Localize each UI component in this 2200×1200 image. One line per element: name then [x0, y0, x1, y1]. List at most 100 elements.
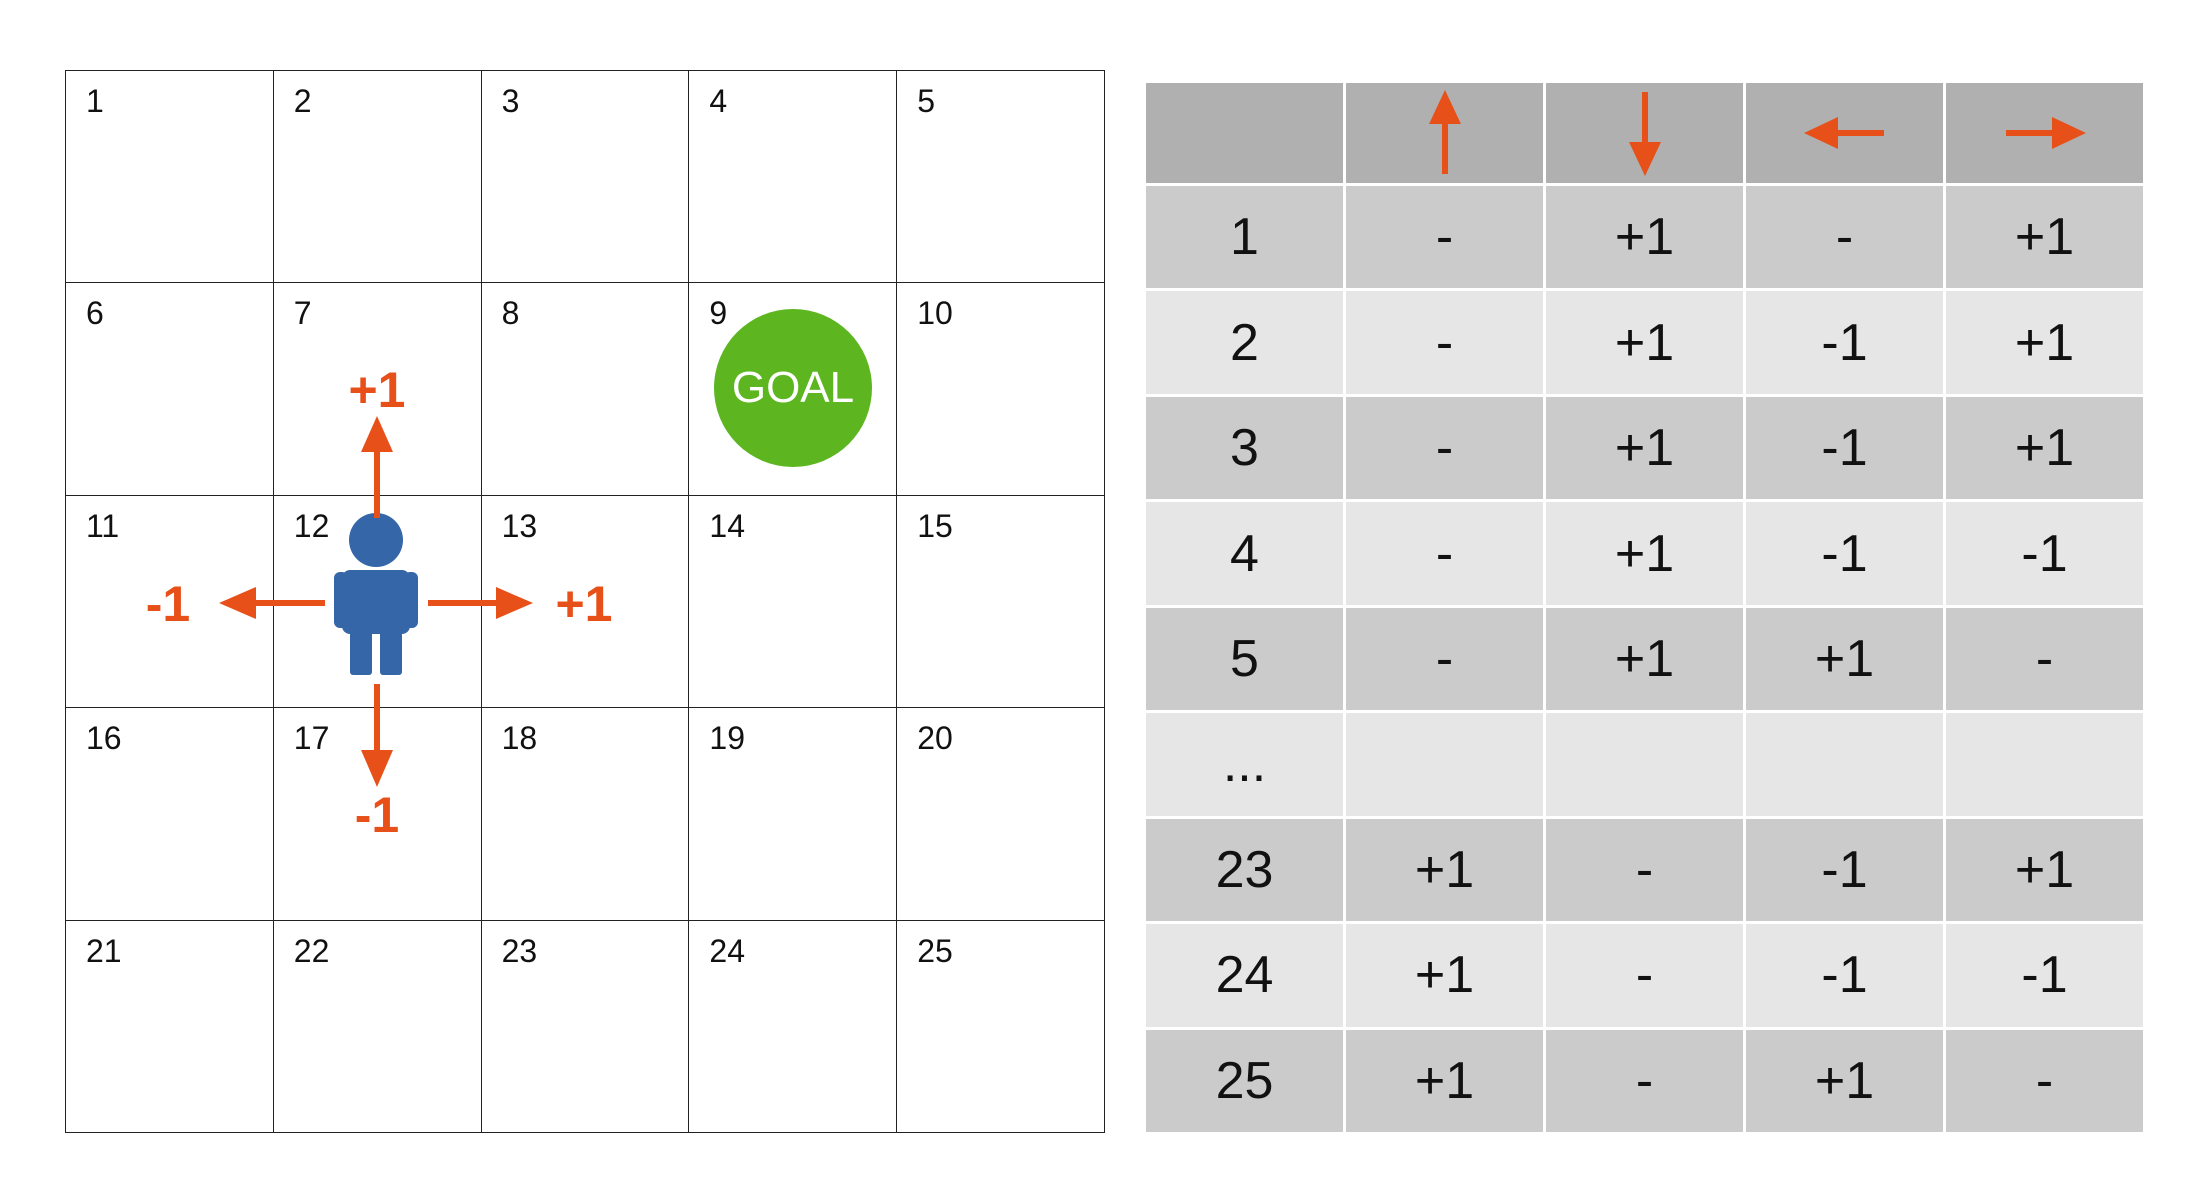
- grid-cell: 19: [689, 708, 898, 921]
- reward-right-cell: +1: [1943, 182, 2146, 292]
- cell-number: 2: [293, 83, 312, 119]
- table-row: 25 +1 - +1 -: [1143, 1026, 2146, 1135]
- cell-number: 7: [293, 295, 312, 332]
- cell-number: 16: [86, 720, 122, 757]
- reward-right-cell: +1: [1943, 393, 2146, 503]
- grid-cell: 18: [481, 708, 690, 921]
- grid-cell: 21: [66, 920, 274, 1133]
- reward-left-cell: -: [1743, 182, 1946, 292]
- grid-cell: 15: [897, 495, 1105, 709]
- reward-up-cell: -: [1343, 499, 1546, 608]
- reward-left-cell: -1: [1743, 288, 1946, 397]
- reward-down-cell: -: [1543, 815, 1746, 925]
- reward-up-cell: -: [1343, 604, 1546, 714]
- cell-number: 20: [917, 720, 953, 757]
- grid-cell: 17: [273, 708, 482, 921]
- reward-up-cell: -: [1343, 288, 1546, 397]
- reward-up-cell: +1: [1343, 921, 1546, 1030]
- cell-number: 11: [86, 507, 120, 544]
- reward-left-cell: -1: [1743, 499, 1946, 608]
- reward-right-cell: -1: [1943, 921, 2146, 1030]
- reward-down-cell: -: [1543, 1026, 1746, 1135]
- cell-number: 14: [709, 507, 745, 544]
- grid-cell: 12: [273, 495, 482, 709]
- cell-number: 19: [709, 720, 745, 757]
- arrow-up-icon: [1428, 90, 1461, 174]
- cell-number: 25: [917, 932, 953, 969]
- table-header-row: [1143, 80, 2146, 186]
- reward-up-cell: -: [1343, 182, 1546, 292]
- state-cell: 23: [1143, 815, 1346, 925]
- reward-up-cell: +1: [1343, 815, 1546, 925]
- state-cell: 5: [1143, 604, 1346, 714]
- cell-number: 4: [709, 83, 728, 119]
- grid-cell: 8: [481, 283, 690, 496]
- header-left: [1743, 80, 1946, 186]
- grid-cell: 2: [273, 71, 482, 284]
- state-cell: 1: [1143, 182, 1346, 292]
- grid-cell: 7: [273, 283, 482, 496]
- state-cell: 2: [1143, 288, 1346, 397]
- reward-left-cell: -1: [1743, 393, 1946, 503]
- table-row: ...: [1143, 710, 2146, 819]
- reward-up-cell: -: [1343, 393, 1546, 503]
- grid-cell: 9: [689, 283, 898, 496]
- grid-cell: 4: [689, 71, 898, 284]
- reward-right-cell: +1: [1943, 815, 2146, 925]
- table-row: 2 - +1 -1 +1: [1143, 288, 2146, 397]
- reward-up-cell: +1: [1343, 1026, 1546, 1135]
- header-state: [1143, 80, 1346, 186]
- grid-cell: 25: [897, 920, 1105, 1133]
- reward-down-cell: -: [1543, 921, 1746, 1030]
- header-up: [1343, 80, 1546, 186]
- reward-right-cell: -: [1943, 604, 2146, 714]
- cell-number: 5: [917, 83, 935, 119]
- state-cell: 4: [1143, 499, 1346, 608]
- reward-down-cell: +1: [1543, 182, 1746, 292]
- reward-right-cell: -: [1943, 1026, 2146, 1135]
- cell-number: 24: [709, 932, 745, 969]
- cell-number: 22: [293, 932, 330, 969]
- arrow-down-icon: [1628, 92, 1661, 176]
- state-cell: 3: [1143, 393, 1346, 503]
- state-cell: 24: [1143, 921, 1346, 1030]
- cell-number: 23: [501, 932, 538, 969]
- grid-cell: 11: [66, 495, 274, 709]
- cell-number: 21: [86, 932, 122, 969]
- grid-cell: 14: [689, 495, 898, 709]
- grid-cell: 22: [273, 920, 482, 1133]
- header-right: [1943, 80, 2146, 186]
- reward-left-cell: -1: [1743, 815, 1946, 925]
- reward-left-cell: [1743, 710, 1946, 819]
- table-row: 4 - +1 -1 -1: [1143, 499, 2146, 608]
- grid-cell: 20: [897, 708, 1105, 921]
- reward-left-cell: -1: [1743, 921, 1946, 1030]
- table-row: 23 +1 - -1 +1: [1143, 815, 2146, 925]
- reward-up-cell: [1343, 710, 1546, 819]
- cell-number: 10: [917, 295, 953, 332]
- reward-down-cell: [1543, 710, 1746, 819]
- header-down: [1543, 80, 1746, 186]
- state-cell: 25: [1143, 1026, 1346, 1135]
- grid-cell: 13: [481, 495, 690, 709]
- grid-cell: 23: [481, 920, 690, 1133]
- reward-right-cell: [1943, 710, 2146, 819]
- table-row: 24 +1 - -1 -1: [1143, 921, 2146, 1030]
- reward-left-cell: +1: [1743, 604, 1946, 714]
- reward-down-cell: +1: [1543, 393, 1746, 503]
- cell-number: 15: [917, 507, 953, 544]
- cell-number: 1: [86, 83, 104, 119]
- cell-number: 17: [293, 720, 330, 757]
- reward-right-cell: -1: [1943, 499, 2146, 608]
- reward-down-cell: +1: [1543, 604, 1746, 714]
- state-cell: ...: [1143, 710, 1346, 819]
- cell-number: 9: [709, 295, 728, 332]
- grid-cell: 3: [481, 71, 690, 284]
- reward-table: 1 - +1 - +1 2 - +1 -1 +1 3 - +1 -1 +1 4 …: [1143, 80, 2146, 1135]
- grid-cell: 5: [897, 71, 1105, 284]
- table-row: 1 - +1 - +1: [1143, 182, 2146, 292]
- grid-world: 1 2 3 4 5 6 7 8 9 10 11 12 13 14 15 16 1…: [65, 70, 1105, 1133]
- grid-cell: 1: [66, 71, 274, 284]
- reward-down-cell: +1: [1543, 499, 1746, 608]
- cell-number: 6: [86, 295, 104, 332]
